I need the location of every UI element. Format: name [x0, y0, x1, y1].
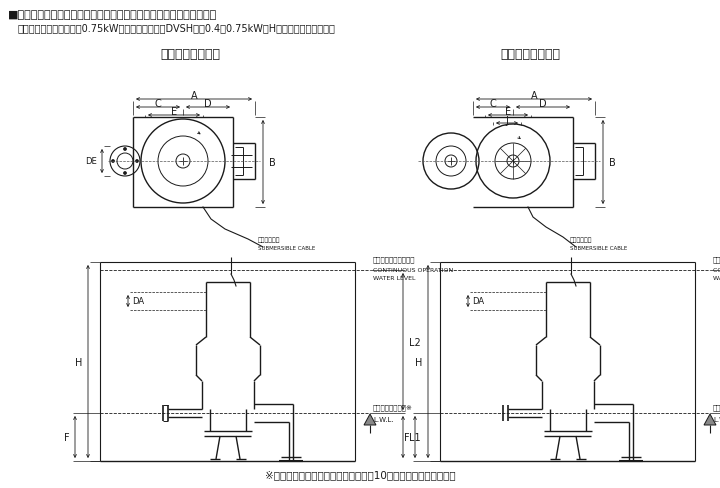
Text: 連続運転可能最低水位: 連続運転可能最低水位	[713, 256, 720, 263]
Text: E: E	[171, 107, 177, 117]
Text: B: B	[269, 158, 276, 168]
Polygon shape	[704, 414, 716, 425]
Text: 運転可能最低水位※: 運転可能最低水位※	[713, 404, 720, 410]
Text: 水中ケーブル: 水中ケーブル	[258, 237, 281, 243]
Text: 吐出し曲管一体形: 吐出し曲管一体形	[160, 48, 220, 61]
Text: ※　運転可能最低水位での運転時間は10分以内にしてください。: ※ 運転可能最低水位での運転時間は10分以内にしてください。	[265, 469, 455, 479]
Text: L.W.L.: L.W.L.	[373, 416, 394, 422]
Text: DA: DA	[132, 297, 144, 306]
Text: C: C	[490, 99, 496, 109]
Text: WATER LEVEL: WATER LEVEL	[373, 275, 415, 280]
Text: F: F	[64, 432, 70, 442]
Text: DE: DE	[85, 157, 97, 166]
Text: 連続運転可能最低水位: 連続運転可能最低水位	[373, 256, 415, 263]
Text: SUBMERSIBLE CABLE: SUBMERSIBLE CABLE	[570, 245, 627, 250]
Text: 非自動形（異電圧仕様0.75kW以下及び高温仕様DVSH型の0.4、0.75kWはH寸法が異なります。）: 非自動形（異電圧仕様0.75kW以下及び高温仕様DVSH型の0.4、0.75kW…	[18, 23, 336, 33]
Text: 運転可能最低水位※: 運転可能最低水位※	[373, 404, 413, 410]
Text: A: A	[191, 91, 197, 101]
Text: SUBMERSIBLE CABLE: SUBMERSIBLE CABLE	[258, 245, 315, 250]
Text: D: D	[204, 99, 212, 109]
Text: ■外形寸法図　計画・実施に際しては納入仕様書をご請求ください。: ■外形寸法図 計画・実施に際しては納入仕様書をご請求ください。	[8, 10, 217, 20]
Text: H: H	[75, 357, 82, 367]
Text: L2: L2	[409, 337, 420, 347]
Text: CONTINUOUS OPERATION: CONTINUOUS OPERATION	[713, 268, 720, 273]
Text: CONTINUOUS OPERATION: CONTINUOUS OPERATION	[373, 268, 454, 273]
Circle shape	[112, 160, 114, 163]
Text: D: D	[539, 99, 546, 109]
Text: L1: L1	[409, 432, 420, 442]
Circle shape	[124, 148, 127, 151]
Circle shape	[135, 160, 138, 163]
Text: F: F	[405, 432, 410, 442]
Text: B: B	[609, 158, 616, 168]
Circle shape	[124, 172, 127, 175]
Text: C: C	[155, 99, 161, 109]
Text: DA: DA	[472, 297, 484, 306]
Text: WATER LEVEL: WATER LEVEL	[713, 275, 720, 280]
Text: A: A	[531, 91, 537, 101]
Polygon shape	[364, 414, 376, 425]
Text: L.W.L.: L.W.L.	[713, 416, 720, 422]
Text: J: J	[505, 116, 508, 126]
Text: H: H	[415, 357, 422, 367]
Text: 吐出し曲管分割形: 吐出し曲管分割形	[500, 48, 560, 61]
Text: E: E	[505, 107, 511, 117]
Text: 水中ケーブル: 水中ケーブル	[570, 237, 593, 243]
